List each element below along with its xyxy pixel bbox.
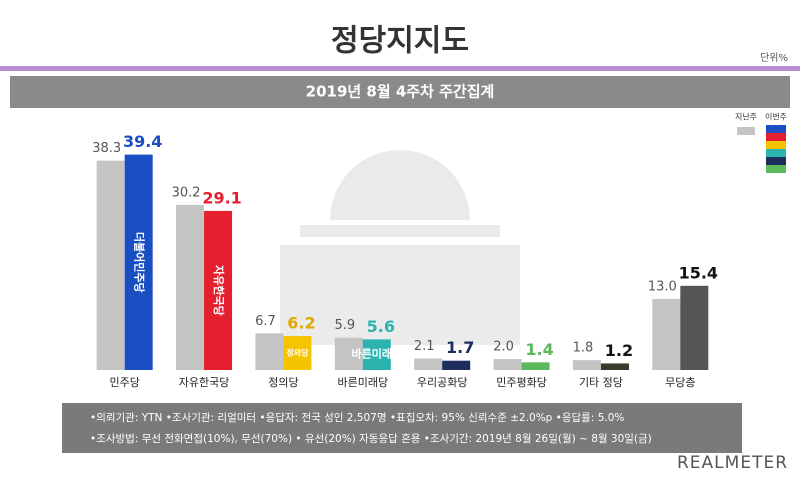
brand: REALMETER — [677, 453, 788, 473]
value-label: 6.2 — [287, 314, 315, 333]
value-label: 29.1 — [202, 188, 241, 207]
legend-label: 지난주 — [735, 113, 757, 122]
bar — [255, 333, 284, 370]
bar — [652, 298, 681, 370]
bar — [572, 360, 601, 370]
bar — [680, 285, 709, 370]
legend-label: 이번주 — [765, 112, 787, 122]
chart-title: 정당지지도 — [331, 24, 469, 59]
legend-swatch — [766, 141, 786, 149]
x-tick-label: 우리공화당 — [417, 376, 468, 389]
bar — [493, 359, 522, 370]
value-label: 1.7 — [446, 338, 474, 357]
note: •조사방법: 무선 전화면접(10%), 무선(70%) • 유선(20%) 자… — [90, 432, 652, 445]
x-tick-label: 바른미래당 — [338, 376, 389, 389]
legend-swatch — [766, 125, 786, 133]
bar — [362, 339, 391, 370]
legend-swatch — [766, 157, 786, 165]
value-label: 38.3 — [92, 141, 121, 156]
value-label: 30.2 — [172, 185, 201, 200]
legend-swatch — [766, 149, 786, 157]
value-label: 1.2 — [605, 341, 633, 360]
bar — [204, 210, 233, 370]
bar — [283, 336, 312, 370]
bar — [442, 360, 471, 370]
party-logo: 더불어민주당 — [133, 232, 147, 293]
party-logo: 바른미래당 — [352, 347, 403, 361]
subtitle-band — [10, 76, 790, 108]
x-tick-label: 자유한국당 — [179, 376, 230, 389]
note: •의뢰기관: YTN •조사기관: 리얼미터 •응답자: 전국 성인 2,507… — [90, 412, 624, 424]
unit: 단위% — [760, 51, 788, 64]
legend-swatch — [737, 127, 755, 135]
value-label: 5.9 — [334, 318, 355, 333]
bar — [124, 154, 153, 370]
bar — [414, 358, 443, 370]
value-label: 39.4 — [123, 132, 162, 151]
bar — [334, 337, 363, 370]
x-tick-label: 민주당 — [110, 376, 140, 389]
x-tick-label: 기타 정당 — [579, 376, 623, 389]
divider — [0, 66, 800, 71]
value-label: 2.1 — [414, 339, 435, 354]
value-label: 2.0 — [493, 340, 514, 355]
x-tick-label: 정의당 — [268, 376, 298, 389]
bar — [96, 160, 125, 370]
notes-box — [62, 403, 742, 453]
legend-swatch — [766, 165, 786, 173]
value-label: 15.4 — [679, 263, 718, 282]
bar — [521, 362, 550, 370]
value-label: 13.0 — [648, 279, 677, 294]
party-logo: 자유한국당 — [212, 265, 226, 316]
party-logo: 정의당 — [286, 348, 309, 358]
subtitle: 2019년 8월 4주차 주간집계 — [306, 83, 495, 101]
legend-swatch — [766, 133, 786, 141]
x-tick-label: 무당층 — [665, 376, 695, 389]
value-label: 5.6 — [367, 317, 395, 336]
value-label: 6.7 — [255, 314, 276, 329]
bar — [600, 363, 629, 370]
value-label: 1.8 — [573, 341, 594, 356]
x-tick-label: 민주평화당 — [496, 376, 547, 389]
value-label: 1.4 — [525, 340, 553, 359]
watermark — [280, 150, 520, 345]
bar — [176, 204, 205, 370]
